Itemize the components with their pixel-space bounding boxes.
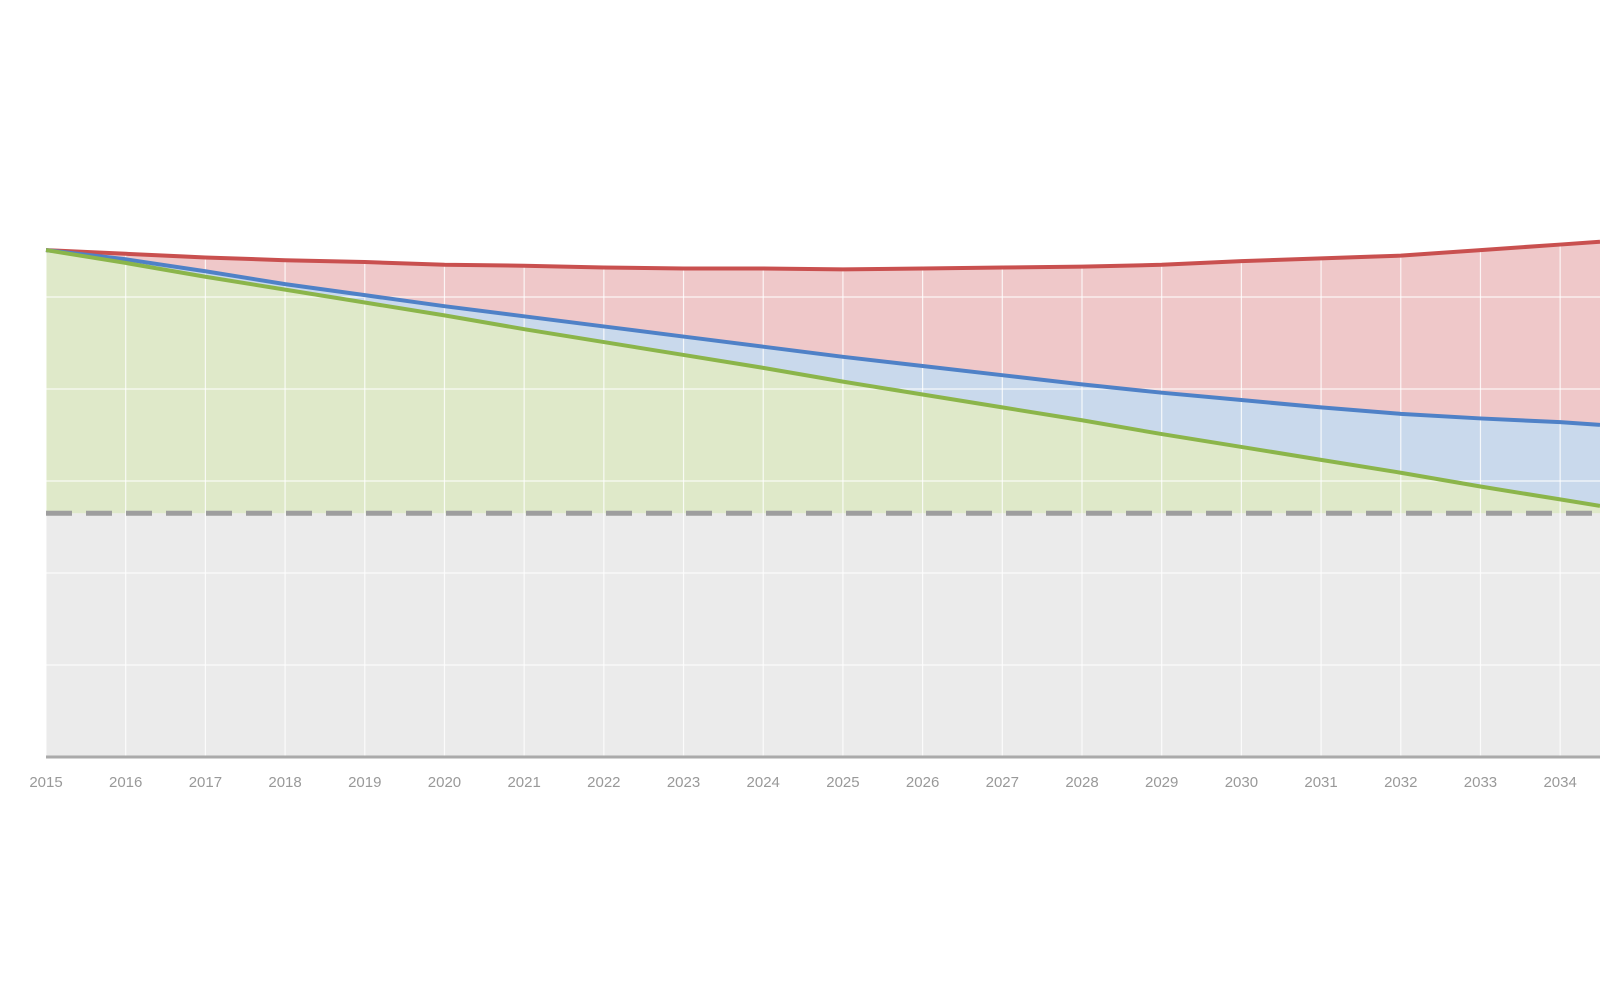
x-tick-label: 2025 (826, 774, 859, 791)
x-tick-label: 2023 (667, 774, 700, 791)
x-tick-label: 2031 (1304, 774, 1337, 791)
x-tick-label: 2022 (587, 774, 620, 791)
x-tick-label: 2018 (268, 774, 301, 791)
series-line (45, 248, 1600, 427)
x-tick-label: 2015 (29, 774, 62, 791)
x-tick-label: 2026 (906, 774, 939, 791)
x-tick-label: 2016 (109, 774, 142, 791)
series-line (45, 248, 1600, 508)
x-tick-label: 2032 (1384, 774, 1417, 791)
x-tick-label: 2029 (1145, 774, 1178, 791)
x-tick-label: 2033 (1464, 774, 1497, 791)
x-tick-label: 2034 (1543, 774, 1576, 791)
area-fill (46, 241, 1600, 425)
series-line (45, 239, 1600, 272)
threshold-region (46, 513, 1600, 757)
x-tick-label: 2019 (348, 774, 381, 791)
x-tick-label: 2024 (747, 774, 780, 791)
x-tick-label: 2017 (189, 774, 222, 791)
x-tick-label: 2028 (1065, 774, 1098, 791)
x-tick-label: 2027 (986, 774, 1019, 791)
x-tick-label: 2030 (1225, 774, 1258, 791)
area-fill (46, 250, 1600, 514)
x-tick-label: 2021 (507, 774, 540, 791)
x-tick-label: 2020 (428, 774, 461, 791)
